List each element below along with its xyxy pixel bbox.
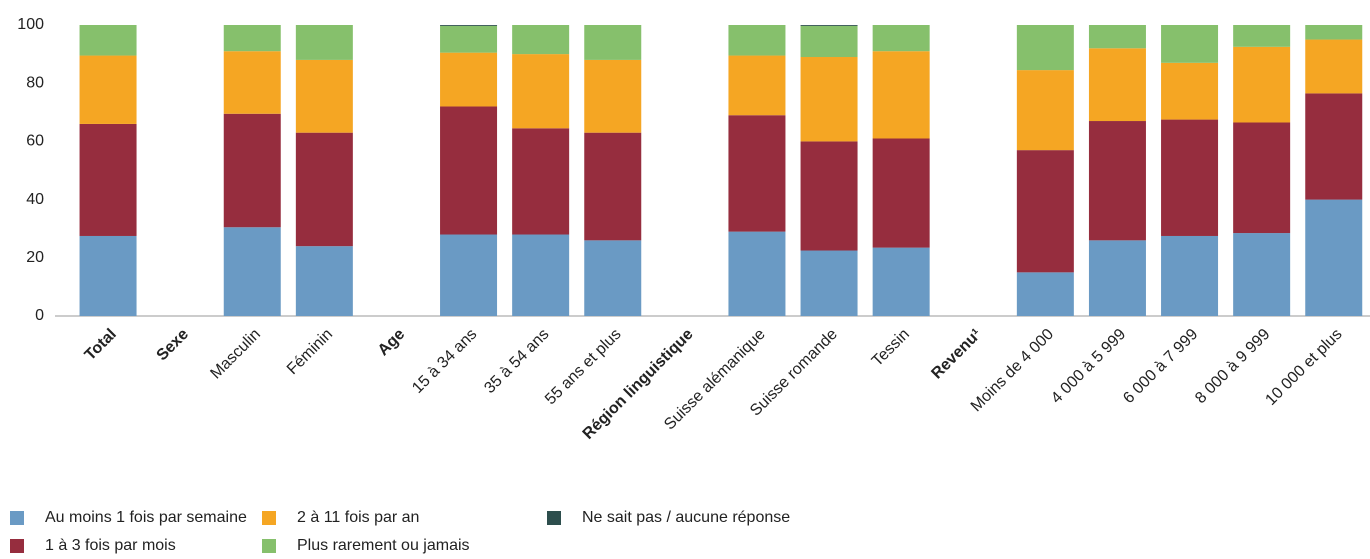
y-tick-label: 20 — [26, 249, 44, 266]
legend-label: Plus rarement ou jamais — [297, 537, 470, 554]
bar-segment — [440, 52, 498, 107]
x-tick-label: 8 000 à 9 999 — [1192, 326, 1273, 407]
legend-label: 2 à 11 fois par an — [297, 509, 419, 526]
x-tick-label: 55 ans et plus — [542, 326, 624, 408]
bar-segment — [440, 25, 498, 53]
y-tick-label: 80 — [26, 74, 44, 91]
bar-segment — [872, 247, 930, 316]
bar-segment — [440, 234, 498, 316]
bar-segment — [512, 25, 570, 55]
bar-segment — [1088, 48, 1146, 122]
bar-segment — [512, 234, 570, 316]
bar-segment — [1305, 93, 1363, 200]
bar-segment — [223, 25, 281, 52]
legend-swatch — [10, 539, 24, 553]
bar-segment — [1161, 119, 1219, 236]
bar-segment — [1016, 150, 1074, 273]
y-tick-label: 40 — [26, 191, 44, 208]
bar-segment — [872, 138, 930, 248]
x-tick-label: Sexe — [154, 326, 193, 365]
legend-label: Ne sait pas / aucune réponse — [582, 509, 790, 526]
bar-segment — [223, 51, 281, 114]
bar-segment — [512, 54, 570, 129]
bar-segment — [1161, 235, 1219, 316]
bar-segment — [800, 25, 858, 58]
bar-segment — [728, 55, 786, 116]
bar-segment — [223, 227, 281, 316]
bar-segment — [800, 57, 858, 142]
bar-segment — [728, 115, 786, 232]
bar-segment — [295, 59, 353, 133]
bar-segment — [1016, 70, 1074, 151]
x-tick-label: 4 000 à 5 999 — [1048, 326, 1129, 407]
bar-segment — [79, 235, 137, 316]
bar-segment — [512, 128, 570, 235]
bar-segment — [1233, 122, 1291, 234]
y-tick-label: 100 — [17, 16, 44, 33]
x-tick-label: Féminin — [284, 326, 336, 378]
bar-segment — [1233, 233, 1291, 316]
bar-segment — [1161, 62, 1219, 120]
bar-segment — [872, 51, 930, 139]
bar-segment — [1016, 272, 1074, 316]
x-tick-label: Tessin — [869, 326, 913, 370]
bar-segment — [295, 25, 353, 60]
bar-segment — [584, 240, 642, 316]
x-tick-label: 10 000 et plus — [1262, 326, 1345, 409]
legend-swatch — [10, 511, 24, 525]
legend-label: 1 à 3 fois par mois — [45, 537, 176, 554]
bar-segment — [584, 132, 642, 241]
x-tick-label: 35 à 54 ans — [481, 326, 552, 397]
x-tick-label: 6 000 à 7 999 — [1120, 326, 1201, 407]
bar-segment — [800, 250, 858, 316]
bar-segment — [440, 25, 498, 26]
bar-segment — [800, 141, 858, 251]
bar-segment — [800, 25, 858, 26]
legend-label: Au moins 1 fois par semaine — [45, 509, 247, 526]
x-tick-label: Revenu¹ — [928, 326, 985, 383]
bar-segment — [295, 246, 353, 316]
bar-segment — [1305, 199, 1363, 316]
bar-segment — [79, 25, 137, 56]
bar-segment — [1016, 25, 1074, 71]
x-tick-label: Total — [82, 326, 120, 364]
bar-segment — [79, 55, 137, 124]
bar-segment — [872, 25, 930, 52]
bar-segment — [1305, 39, 1363, 94]
bar-segment — [728, 25, 786, 56]
bar-segment — [295, 132, 353, 247]
bar-segment — [1088, 121, 1146, 241]
x-tick-label: 15 à 34 ans — [409, 326, 480, 397]
y-tick-label: 60 — [26, 133, 44, 150]
bar-segment — [223, 113, 281, 228]
bar-segment — [728, 231, 786, 316]
bar-segment — [1233, 25, 1291, 47]
x-tick-label: Age — [375, 326, 408, 359]
bar-segment — [1088, 240, 1146, 316]
legend-swatch — [262, 539, 276, 553]
y-tick-label: 0 — [35, 307, 44, 324]
bar-segment — [584, 25, 642, 60]
bar-segment — [1161, 25, 1219, 63]
bar-segment — [584, 59, 642, 133]
bar-segment — [1305, 25, 1363, 40]
bar-segment — [440, 106, 498, 235]
bar-segment — [79, 123, 137, 236]
legend-swatch — [262, 511, 276, 525]
bar-segment — [1088, 25, 1146, 49]
x-tick-label: Masculin — [207, 326, 264, 383]
bar-segment — [1233, 46, 1291, 123]
legend-swatch — [547, 511, 561, 525]
